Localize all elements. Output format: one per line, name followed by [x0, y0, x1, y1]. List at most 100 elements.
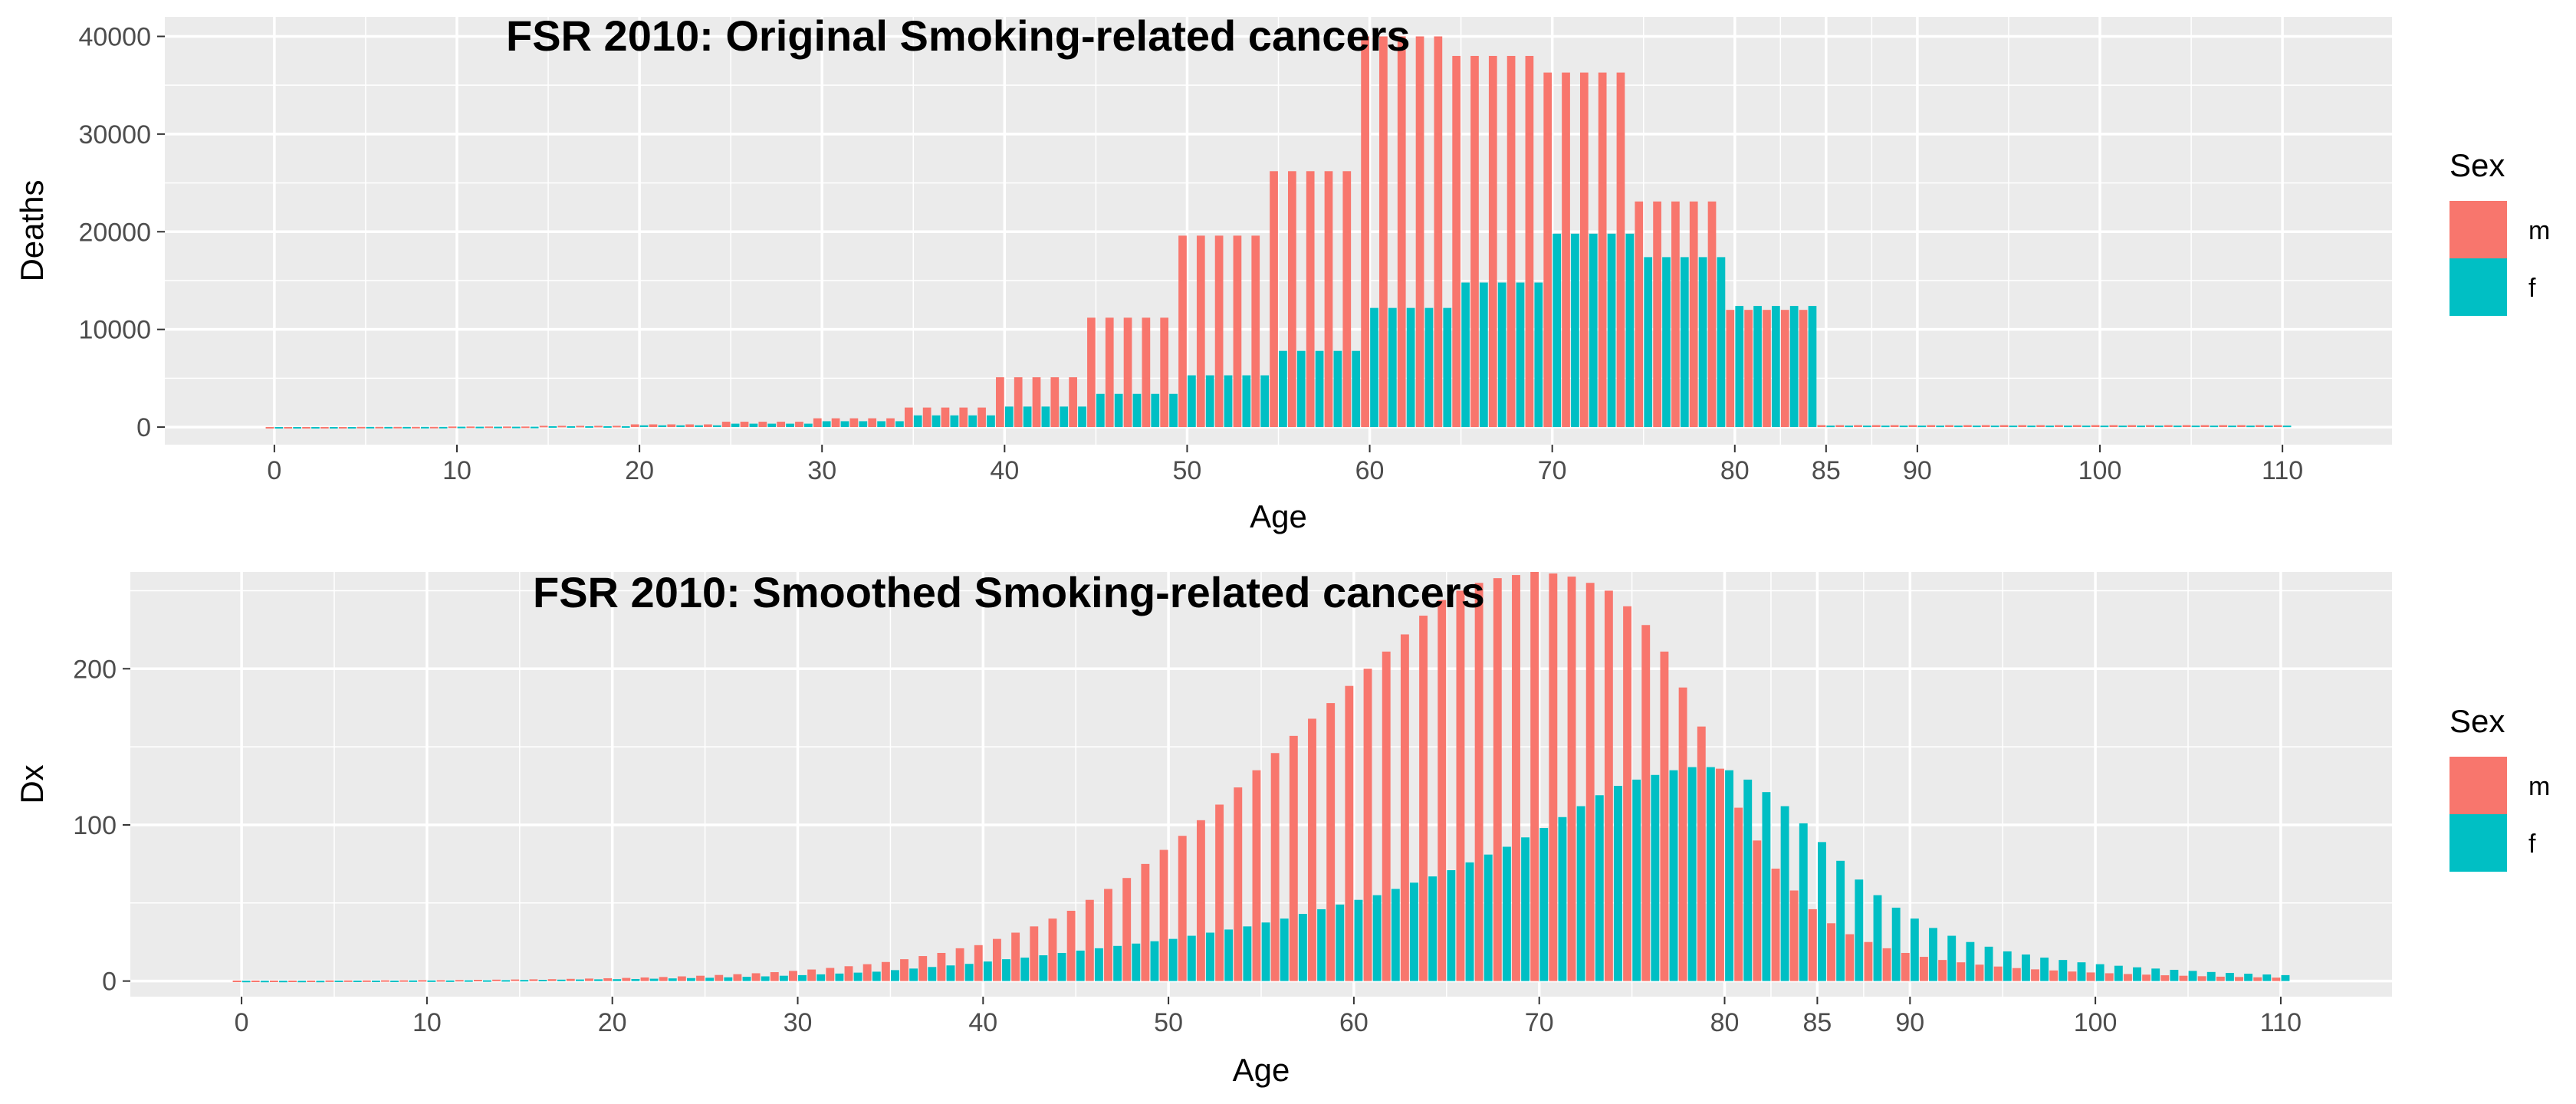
bar-m-age-44 — [1069, 377, 1077, 428]
bar-m-age-86 — [1827, 923, 1835, 981]
axes-smoothed: 0 10 20 30 40 50 60 70 80 85 90 100 110 0 100 200 — [73, 655, 2302, 1037]
bar-f-age-22 — [676, 425, 685, 428]
bar-m-age-90 — [1901, 952, 1910, 981]
bar-m-age-76 — [1653, 201, 1661, 428]
bar-m-age-66 — [1456, 590, 1465, 981]
bars-smoothed — [232, 572, 2290, 983]
axes-original: 0 10 20 30 40 50 60 70 80 85 90 100 110 0 10000 20000 30… — [78, 22, 2303, 485]
x-tick-label: 60 — [1355, 456, 1385, 485]
bar-f-age-27 — [767, 423, 777, 428]
bar-m-age-68 — [1493, 578, 1502, 981]
bar-m-age-48 — [1122, 878, 1132, 981]
bar-f-age-39 — [964, 964, 974, 981]
bar-m-age-102 — [2128, 425, 2137, 428]
bar-f-age-60 — [1354, 899, 1363, 981]
bar-f-age-22 — [649, 978, 659, 981]
x-tick-label: 110 — [2262, 456, 2303, 485]
y-tick-label: 0 — [136, 413, 151, 442]
bar-f-age-89 — [1891, 907, 1901, 981]
x-tick-label: 40 — [968, 1008, 997, 1037]
bar-f-age-96 — [2021, 955, 2030, 981]
bar-f-age-29 — [779, 975, 788, 981]
bar-f-age-65 — [1461, 282, 1470, 428]
bar-f-age-83 — [1789, 306, 1799, 428]
bar-f-age-37 — [928, 967, 937, 981]
panel-smoothed: 0 10 20 30 40 50 60 70 80 85 90 100 110 0 100 200 FSR 2… — [14, 568, 2550, 1088]
bar-f-age-93 — [1966, 941, 1975, 981]
bar-m-age-65 — [1438, 600, 1447, 981]
y-tick-label: 0 — [102, 968, 117, 997]
bar-m-age-63 — [1415, 36, 1424, 428]
bar-m-age-7 — [362, 980, 371, 982]
bar-m-age-73 — [1585, 583, 1595, 981]
bar-m-age-7 — [393, 426, 402, 429]
bar-f-age-102 — [2137, 426, 2145, 428]
y-tick-label: 20000 — [78, 218, 151, 247]
bar-m-age-79 — [1697, 726, 1706, 981]
bar-m-age-22 — [667, 424, 676, 428]
bar-m-age-18 — [566, 978, 575, 981]
x-tick-label: 50 — [1154, 1008, 1183, 1037]
bar-f-age-64 — [1443, 307, 1452, 428]
bar-f-age-84 — [1799, 823, 1808, 981]
x-tick-label: 70 — [1525, 1008, 1554, 1037]
bar-m-age-97 — [2031, 969, 2039, 981]
bar-f-age-21 — [658, 425, 667, 428]
bar-m-age-64 — [1419, 616, 1428, 981]
bar-m-age-110 — [2272, 978, 2281, 981]
bar-m-age-75 — [1623, 606, 1632, 981]
bar-f-age-5 — [334, 981, 343, 983]
bar-m-age-21 — [649, 424, 658, 428]
bar-m-age-53 — [1233, 235, 1242, 428]
bar-f-age-83 — [1780, 806, 1789, 981]
bar-m-age-33 — [844, 966, 853, 981]
bar-m-age-4 — [307, 981, 316, 983]
bar-f-age-84 — [1808, 306, 1817, 428]
x-tick-label: 85 — [1802, 1008, 1832, 1037]
bar-m-age-45 — [1087, 317, 1096, 428]
x-tick-label: 50 — [1173, 456, 1202, 485]
bar-f-age-19 — [594, 979, 603, 981]
bar-f-age-36 — [909, 968, 918, 981]
bar-m-age-29 — [770, 972, 779, 981]
bar-f-age-80 — [1725, 770, 1733, 981]
bar-f-age-104 — [2170, 969, 2179, 981]
bar-m-age-70 — [1530, 572, 1539, 981]
bar-m-age-0 — [232, 981, 242, 983]
bar-f-age-55 — [1279, 350, 1287, 428]
bar-f-age-87 — [1855, 879, 1864, 981]
bar-f-age-72 — [1576, 806, 1585, 981]
bar-f-age-81 — [1753, 306, 1762, 428]
bar-f-age-107 — [2228, 426, 2237, 428]
bar-f-age-103 — [2151, 968, 2160, 981]
bar-f-age-61 — [1372, 895, 1382, 981]
legend-key-m-original — [2450, 201, 2507, 258]
bar-f-age-49 — [1169, 393, 1178, 428]
bar-f-age-42 — [1020, 958, 1030, 981]
bar-f-age-50 — [1188, 375, 1196, 428]
bar-f-age-106 — [2210, 426, 2219, 428]
bar-f-age-30 — [798, 974, 807, 981]
bar-f-age-48 — [1132, 943, 1141, 981]
bar-f-age-69 — [1534, 282, 1543, 428]
bar-m-age-38 — [959, 407, 968, 428]
bar-m-age-46 — [1085, 899, 1094, 981]
bar-f-age-91 — [1936, 426, 1945, 428]
bar-f-age-99 — [2082, 426, 2091, 428]
bar-m-age-1 — [251, 981, 260, 983]
bar-f-age-62 — [1406, 307, 1415, 428]
bar-f-age-6 — [353, 981, 362, 983]
bar-m-age-109 — [2253, 977, 2262, 981]
bar-m-age-87 — [1854, 425, 1862, 428]
bar-m-age-48 — [1142, 317, 1151, 428]
legend-title-smoothed: Sex — [2450, 703, 2505, 739]
chart-title-smoothed: FSR 2010: Smoothed Smoking-related cance… — [533, 568, 1485, 616]
bar-m-age-101 — [2104, 973, 2114, 981]
bar-m-age-75 — [1635, 201, 1644, 428]
bar-f-age-8 — [420, 426, 429, 429]
y-tick-label: 40000 — [78, 22, 151, 51]
bar-m-age-77 — [1660, 651, 1669, 981]
bar-m-age-12 — [455, 980, 464, 982]
legend-label-m-smoothed: m — [2528, 772, 2550, 801]
bar-m-age-51 — [1178, 836, 1187, 981]
